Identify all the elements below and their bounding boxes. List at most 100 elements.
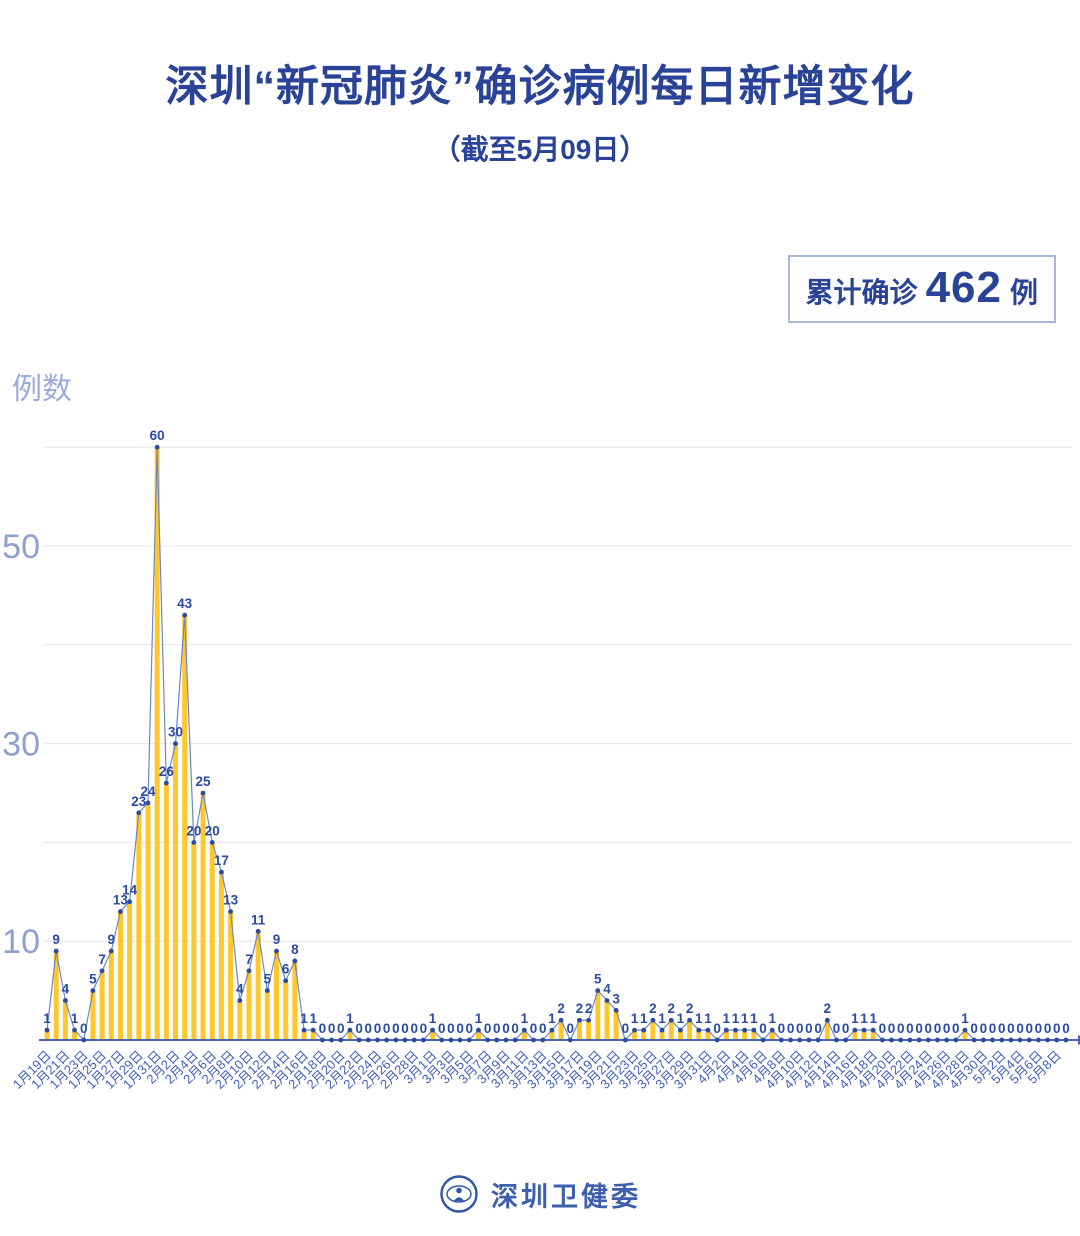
- value-label: 4: [236, 981, 244, 996]
- data-point: [558, 1017, 564, 1023]
- data-point: [191, 840, 197, 845]
- data-point: [173, 741, 178, 746]
- cumulative-total-badge: 累计确诊 462 例: [787, 255, 1056, 323]
- badge-suffix: 例: [1009, 277, 1038, 308]
- data-point: [595, 988, 601, 993]
- data-point: [714, 1037, 720, 1043]
- bar: [99, 970, 105, 1040]
- value-label: 1: [71, 1011, 79, 1026]
- value-label: 24: [140, 784, 156, 799]
- value-label: 0: [842, 1021, 850, 1036]
- value-label: 1: [723, 1011, 731, 1026]
- bar: [650, 1020, 656, 1040]
- daily-new-cases-chart: 10 30 50 1 9 4 1 0 5 7 9 13 14 23 24 60 26 30 43 20 25 20 17 13…: [0, 352, 1080, 1142]
- bar: [246, 970, 252, 1040]
- value-label: 0: [989, 1021, 997, 1036]
- value-label: 1: [548, 1011, 556, 1026]
- data-point: [485, 1037, 491, 1043]
- data-point: [1036, 1037, 1041, 1043]
- bar: [861, 1030, 867, 1040]
- value-label: 2: [557, 1001, 565, 1016]
- value-label: 0: [511, 1021, 519, 1036]
- data-point: [457, 1037, 463, 1043]
- value-label: 9: [52, 932, 60, 947]
- bar: [475, 1030, 481, 1040]
- bar: [145, 802, 151, 1040]
- data-point: [843, 1037, 849, 1043]
- y-gridlines: [43, 446, 1072, 942]
- bar: [182, 615, 188, 1040]
- data-point: [1008, 1037, 1014, 1043]
- bar: [154, 447, 160, 1040]
- data-point: [145, 800, 151, 806]
- value-label: 0: [787, 1021, 795, 1036]
- data-point: [44, 1027, 50, 1033]
- data-point: [219, 869, 224, 875]
- data-point: [916, 1037, 922, 1043]
- value-labels-group: 1941057913142324602630432025201713471159…: [43, 428, 1069, 1036]
- value-label: 9: [273, 932, 281, 947]
- data-point: [531, 1037, 536, 1043]
- data-point: [696, 1027, 702, 1033]
- bar: [136, 812, 142, 1040]
- value-label: 3: [612, 991, 620, 1006]
- bar: [191, 842, 197, 1040]
- data-point: [953, 1037, 959, 1043]
- data-point: [898, 1037, 904, 1043]
- data-point: [118, 909, 123, 914]
- value-label: 1: [732, 1011, 740, 1026]
- data-point: [760, 1037, 766, 1043]
- value-label: 1: [521, 1011, 529, 1026]
- bar: [769, 1030, 775, 1040]
- data-point: [402, 1037, 408, 1043]
- value-label: 0: [925, 1021, 933, 1036]
- data-point: [1063, 1037, 1069, 1043]
- data-point: [705, 1027, 711, 1033]
- data-point: [742, 1027, 748, 1033]
- bar: [824, 1020, 830, 1040]
- value-label: 1: [695, 1011, 703, 1026]
- data-point: [980, 1037, 986, 1043]
- data-point: [925, 1037, 931, 1043]
- bar: [668, 1020, 674, 1040]
- data-point: [1045, 1037, 1051, 1043]
- org-logo-icon: [440, 1175, 478, 1213]
- bar: [576, 1020, 582, 1040]
- x-axis-arrow: [1077, 1035, 1080, 1045]
- value-label: 7: [245, 952, 253, 967]
- data-point: [604, 998, 610, 1003]
- value-label: 1: [750, 1011, 758, 1026]
- data-point: [659, 1027, 665, 1033]
- value-label: 0: [337, 1021, 345, 1036]
- data-point: [228, 909, 234, 914]
- data-point: [301, 1027, 307, 1033]
- value-label: 0: [438, 1021, 446, 1036]
- bar: [870, 1030, 876, 1040]
- value-label: 20: [186, 823, 201, 838]
- bar: [209, 842, 215, 1040]
- value-label: 0: [1007, 1021, 1015, 1036]
- bar: [310, 1030, 316, 1040]
- data-point: [430, 1027, 435, 1033]
- data-point: [806, 1037, 812, 1043]
- value-label: 0: [897, 1021, 905, 1036]
- data-point: [733, 1027, 738, 1033]
- value-label: 0: [365, 1021, 373, 1036]
- data-point: [540, 1037, 546, 1043]
- value-label: 0: [1026, 1021, 1034, 1036]
- data-point: [870, 1027, 876, 1033]
- data-point: [209, 840, 215, 845]
- value-label: 0: [1016, 1021, 1024, 1036]
- bar: [659, 1030, 665, 1040]
- data-point: [72, 1027, 77, 1033]
- bar: [274, 951, 279, 1040]
- value-label: 2: [585, 1001, 593, 1016]
- bar: [53, 951, 59, 1040]
- bars-group: [44, 447, 968, 1040]
- value-label: 25: [196, 774, 212, 789]
- value-label: 0: [814, 1021, 822, 1036]
- value-label: 0: [493, 1021, 501, 1036]
- bar: [255, 931, 261, 1040]
- value-label: 0: [392, 1021, 400, 1036]
- data-point: [448, 1037, 454, 1043]
